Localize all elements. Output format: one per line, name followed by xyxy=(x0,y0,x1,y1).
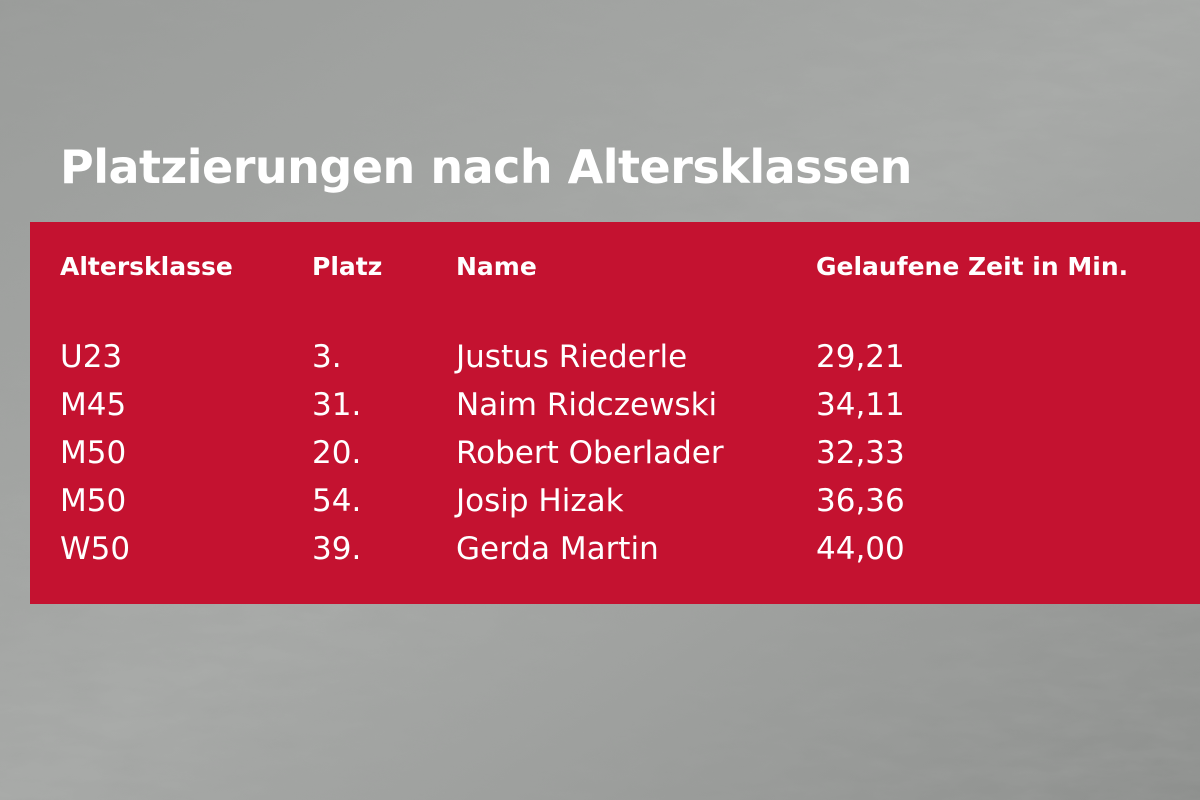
table-cell: 44,00 xyxy=(816,531,905,567)
table-cell: Robert Oberlader xyxy=(456,435,724,471)
table-cell: 32,33 xyxy=(816,435,905,471)
table-cell: Naim Ridczewski xyxy=(456,387,718,423)
title: Platzierungen nach Altersklassen xyxy=(60,140,912,194)
table-cell: 3. xyxy=(312,339,342,375)
table-cell: Josip Hizak xyxy=(456,483,624,519)
column-header: Name xyxy=(456,252,537,281)
table-cell: M50 xyxy=(60,435,127,471)
table-cell: Justus Riederle xyxy=(456,339,688,375)
table-cell: 29,21 xyxy=(816,339,905,375)
table-cell: M45 xyxy=(60,387,127,423)
table-cell: 34,11 xyxy=(816,387,905,423)
results-table: Altersklasse Platz Name Gelaufene Zeit in M… xyxy=(30,222,1200,604)
table-cell: M50 xyxy=(60,483,127,519)
column-header: Altersklasse xyxy=(60,252,233,281)
table-cell: W50 xyxy=(60,531,131,567)
table-cell: U23 xyxy=(60,339,123,375)
table-cell: Gerda Martin xyxy=(456,531,659,567)
table-cell: 36,36 xyxy=(816,483,905,519)
table-cell: 39. xyxy=(312,531,362,567)
column-header: Gelaufene Zeit in Min. xyxy=(816,252,1129,281)
table-cell: 31. xyxy=(312,387,362,423)
table-cell: 54. xyxy=(312,483,362,519)
column-header: Platz xyxy=(312,252,383,281)
table-cell: 20. xyxy=(312,435,362,471)
